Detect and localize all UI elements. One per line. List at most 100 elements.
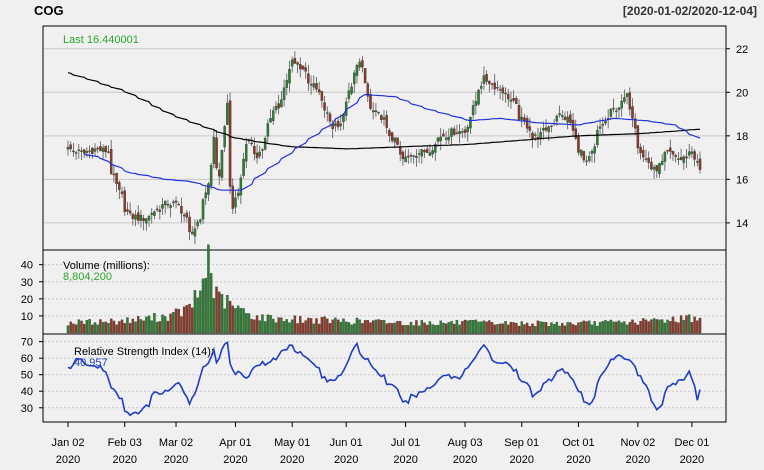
volume-bar xyxy=(452,323,456,334)
candle-body xyxy=(112,173,116,176)
x-tick-label-year: 2020 xyxy=(510,454,534,466)
candle-body xyxy=(142,217,145,222)
candle-body xyxy=(369,94,372,109)
volume-bar xyxy=(126,317,129,334)
volume-bar xyxy=(328,323,332,334)
candle-body xyxy=(409,155,413,157)
volume-bar xyxy=(107,323,110,334)
volume-bar xyxy=(658,319,661,334)
volume-bar xyxy=(628,322,632,334)
candle-body xyxy=(569,114,572,123)
volume-bar xyxy=(609,319,613,334)
volume-bar xyxy=(282,321,286,334)
volume-bar xyxy=(326,318,329,334)
candle-body xyxy=(601,124,605,126)
candle-body xyxy=(155,208,159,211)
candle-body xyxy=(234,197,237,208)
candle-body xyxy=(639,147,642,154)
candle-body xyxy=(134,214,137,220)
volume-bar xyxy=(96,324,99,334)
x-tick-label-date: Oct 01 xyxy=(562,437,594,449)
x-tick-label-year: 2020 xyxy=(223,454,247,466)
candle-body xyxy=(698,158,702,170)
volume-bar xyxy=(347,322,351,334)
volume-bar xyxy=(161,314,164,334)
candle-body xyxy=(679,157,683,161)
volume-bar xyxy=(696,320,699,334)
candle-body xyxy=(109,149,113,174)
volume-bar xyxy=(455,319,459,334)
volume-bar xyxy=(485,321,488,334)
candle-body xyxy=(188,216,191,233)
candle-body xyxy=(444,137,448,140)
volume-bar xyxy=(323,316,326,334)
candle-body xyxy=(533,134,537,136)
volume-bar xyxy=(566,322,569,334)
volume-bar xyxy=(199,290,202,334)
volume-bar xyxy=(498,323,502,334)
candle-body xyxy=(366,83,370,97)
candle-body xyxy=(353,72,356,85)
candle-body xyxy=(277,103,280,109)
candle-body xyxy=(131,213,135,219)
volume-bar xyxy=(334,317,337,334)
volume-bar xyxy=(490,322,494,334)
candle-body xyxy=(371,110,375,113)
candle-body xyxy=(169,205,172,208)
volume-bar xyxy=(164,316,167,334)
volume-bar xyxy=(469,319,472,334)
volume-bar xyxy=(134,321,137,334)
candle-body xyxy=(355,64,359,76)
volume-bar xyxy=(236,305,240,334)
volume-bar xyxy=(474,319,478,334)
volume-bar xyxy=(269,314,272,334)
candle-body xyxy=(485,74,488,82)
volume-bar xyxy=(555,321,559,334)
volume-bar xyxy=(120,319,124,334)
candle-body xyxy=(285,80,289,88)
candle-body xyxy=(293,58,297,64)
rsi-tick-label: 30 xyxy=(21,403,33,415)
candle-body xyxy=(447,136,451,141)
volume-bar xyxy=(74,324,78,334)
candle-body xyxy=(655,165,659,172)
volume-bar xyxy=(620,322,623,334)
volume-bar xyxy=(182,306,186,334)
candle-body xyxy=(685,156,688,159)
candle-body xyxy=(693,151,696,160)
candle-body xyxy=(401,151,405,160)
volume-bar xyxy=(169,313,172,334)
candle-body xyxy=(201,199,205,220)
volume-bar xyxy=(550,322,553,334)
candle-body xyxy=(269,118,272,123)
volume-bar xyxy=(482,320,486,334)
candle-body xyxy=(212,136,216,165)
candle-body xyxy=(139,214,143,221)
candle-body xyxy=(488,80,491,84)
price-tick-label: 14 xyxy=(736,218,748,230)
x-tick-label-year: 2020 xyxy=(56,454,80,466)
candle-body xyxy=(452,128,456,135)
price-tick-label: 18 xyxy=(736,131,748,143)
candle-body xyxy=(69,144,72,150)
volume-bar xyxy=(669,321,672,334)
volume-bar xyxy=(91,324,94,334)
volume-bar xyxy=(272,318,275,334)
volume-bar xyxy=(488,320,491,334)
candle-body xyxy=(166,203,170,206)
volume-bar xyxy=(145,316,148,334)
volume-bar xyxy=(115,324,118,334)
candle-body xyxy=(377,111,380,114)
chart-date-range: [2020-01-02/2020-12-04] xyxy=(623,4,757,18)
candle-body xyxy=(547,126,551,132)
candle-body xyxy=(150,212,153,215)
volume-bar xyxy=(493,324,496,334)
candle-body xyxy=(93,148,97,152)
price-last-label: Last 16.440001 xyxy=(63,34,139,46)
volume-bar xyxy=(342,318,345,334)
volume-bar xyxy=(293,315,297,334)
candle-body xyxy=(299,63,302,70)
x-tick-label-year: 2020 xyxy=(680,454,704,466)
volume-bar xyxy=(677,322,680,334)
x-tick-label-date: Feb 03 xyxy=(108,437,142,449)
